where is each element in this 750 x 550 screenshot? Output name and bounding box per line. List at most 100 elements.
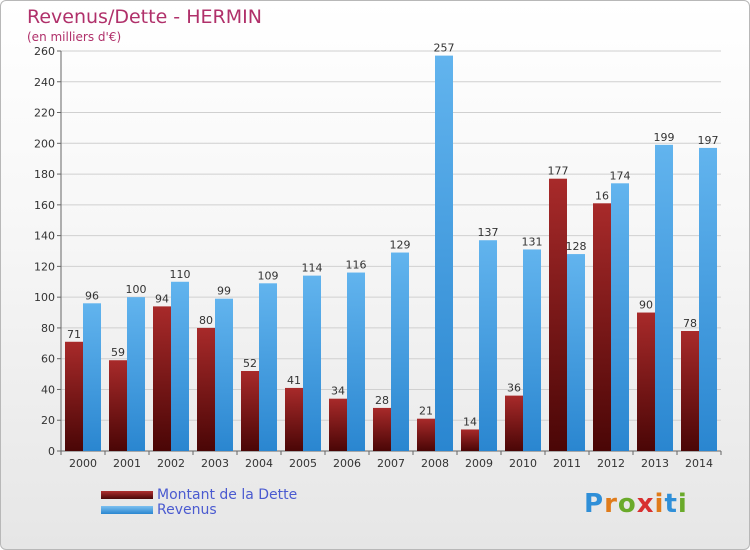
proxiti-logo: Proxiti bbox=[584, 489, 688, 519]
bar-debt bbox=[593, 203, 611, 451]
logo-letter: P bbox=[584, 489, 605, 519]
bar-revenue bbox=[699, 147, 717, 451]
legend-item-debt: Montant de la Dette bbox=[101, 487, 298, 503]
logo-letter: i bbox=[654, 489, 665, 519]
y-tick-label: 240 bbox=[34, 76, 55, 89]
bar-revenue bbox=[303, 275, 321, 451]
bar-revenue bbox=[171, 281, 189, 451]
bar-debt bbox=[549, 178, 567, 451]
data-label-revenue: 174 bbox=[610, 169, 631, 182]
logo-letter: t bbox=[664, 489, 678, 519]
y-tick-label: 80 bbox=[41, 322, 55, 335]
y-tick-label: 60 bbox=[41, 353, 55, 366]
y-tick-label: 260 bbox=[34, 45, 55, 58]
data-label-revenue: 197 bbox=[698, 134, 719, 147]
legend-label-debt: Montant de la Dette bbox=[157, 487, 298, 503]
bar-revenue bbox=[83, 303, 101, 451]
bar-debt bbox=[197, 327, 215, 451]
y-tick-label: 160 bbox=[34, 199, 55, 212]
y-tick-label: 0 bbox=[48, 445, 55, 458]
bar-revenue bbox=[479, 240, 497, 451]
data-label-debt: 80 bbox=[199, 314, 213, 327]
x-tick-label: 2009 bbox=[465, 457, 493, 470]
x-tick-label: 2007 bbox=[377, 457, 405, 470]
data-label-debt: 71 bbox=[67, 328, 81, 341]
bar-debt bbox=[373, 407, 391, 451]
x-tick-label: 2006 bbox=[333, 457, 361, 470]
bar-revenue bbox=[655, 144, 673, 451]
data-label-debt: 21 bbox=[419, 405, 433, 418]
bar-revenue bbox=[127, 297, 145, 451]
bar-revenue bbox=[391, 252, 409, 451]
logo-letter: r bbox=[604, 489, 618, 519]
x-tick-label: 2004 bbox=[245, 457, 273, 470]
data-label-debt: 94 bbox=[155, 292, 169, 305]
data-label-debt: 78 bbox=[683, 317, 697, 330]
data-label-revenue: 131 bbox=[522, 235, 543, 248]
data-label-debt: 52 bbox=[243, 357, 257, 370]
x-tick-label: 2003 bbox=[201, 457, 229, 470]
legend-swatch-debt bbox=[101, 491, 153, 499]
data-label-debt: 34 bbox=[331, 385, 345, 398]
bar-revenue bbox=[215, 298, 233, 451]
y-tick-label: 140 bbox=[34, 230, 55, 243]
y-tick-label: 20 bbox=[41, 414, 55, 427]
bar-debt bbox=[153, 306, 171, 451]
x-tick-label: 2000 bbox=[69, 457, 97, 470]
legend-item-revenue: Revenus bbox=[101, 502, 217, 518]
chart-title: Revenus/Dette - HERMIN bbox=[27, 6, 262, 28]
logo-letter: o bbox=[617, 489, 637, 519]
data-label-debt: 177 bbox=[548, 165, 569, 178]
x-tick-label: 2008 bbox=[421, 457, 449, 470]
y-tick-label: 200 bbox=[34, 137, 55, 150]
logo-letter: x bbox=[636, 489, 655, 519]
bar-debt bbox=[417, 418, 435, 451]
data-label-revenue: 99 bbox=[217, 285, 231, 298]
x-tick-label: 2001 bbox=[113, 457, 141, 470]
bar-revenue bbox=[259, 283, 277, 451]
data-label-revenue: 114 bbox=[302, 262, 323, 275]
bar-revenue bbox=[523, 249, 541, 451]
data-label-debt: 36 bbox=[507, 382, 521, 395]
data-label-revenue: 257 bbox=[434, 42, 455, 55]
legend-label-revenue: Revenus bbox=[157, 502, 217, 518]
y-tick-label: 40 bbox=[41, 383, 55, 396]
logo-letter: i bbox=[677, 489, 688, 519]
bar-debt bbox=[241, 371, 259, 451]
bar-debt bbox=[505, 395, 523, 451]
bar-debt bbox=[329, 398, 347, 451]
data-label-revenue: 129 bbox=[390, 239, 411, 252]
bar-revenue bbox=[567, 254, 585, 451]
chart-subtitle: (en milliers d'€) bbox=[27, 30, 122, 44]
x-tick-label: 2013 bbox=[641, 457, 669, 470]
x-tick-label: 2011 bbox=[553, 457, 581, 470]
data-label-debt: 14 bbox=[463, 415, 477, 428]
bar-revenue bbox=[611, 183, 629, 452]
y-tick-label: 220 bbox=[34, 107, 55, 120]
data-label-revenue: 199 bbox=[654, 131, 675, 144]
data-label-debt: 90 bbox=[639, 299, 653, 312]
legend-swatch-revenue bbox=[101, 506, 153, 514]
bar-revenue bbox=[347, 272, 365, 451]
data-label-revenue: 110 bbox=[170, 268, 191, 281]
data-label-revenue: 128 bbox=[566, 240, 587, 253]
bar-revenue bbox=[435, 55, 453, 451]
bar-debt bbox=[285, 387, 303, 451]
x-tick-label: 2014 bbox=[685, 457, 713, 470]
bar-debt bbox=[461, 429, 479, 451]
bar-debt bbox=[637, 312, 655, 451]
y-tick-label: 180 bbox=[34, 168, 55, 181]
bar-debt bbox=[65, 341, 83, 451]
x-tick-label: 2002 bbox=[157, 457, 185, 470]
bar-debt bbox=[109, 360, 127, 451]
x-tick-label: 2012 bbox=[597, 457, 625, 470]
data-label-debt: 28 bbox=[375, 394, 389, 407]
data-label-revenue: 116 bbox=[346, 259, 367, 272]
data-label-revenue: 100 bbox=[126, 283, 147, 296]
data-label-debt: 16 bbox=[595, 189, 609, 202]
data-label-revenue: 109 bbox=[258, 269, 279, 282]
x-tick-label: 2005 bbox=[289, 457, 317, 470]
data-label-revenue: 137 bbox=[478, 226, 499, 239]
